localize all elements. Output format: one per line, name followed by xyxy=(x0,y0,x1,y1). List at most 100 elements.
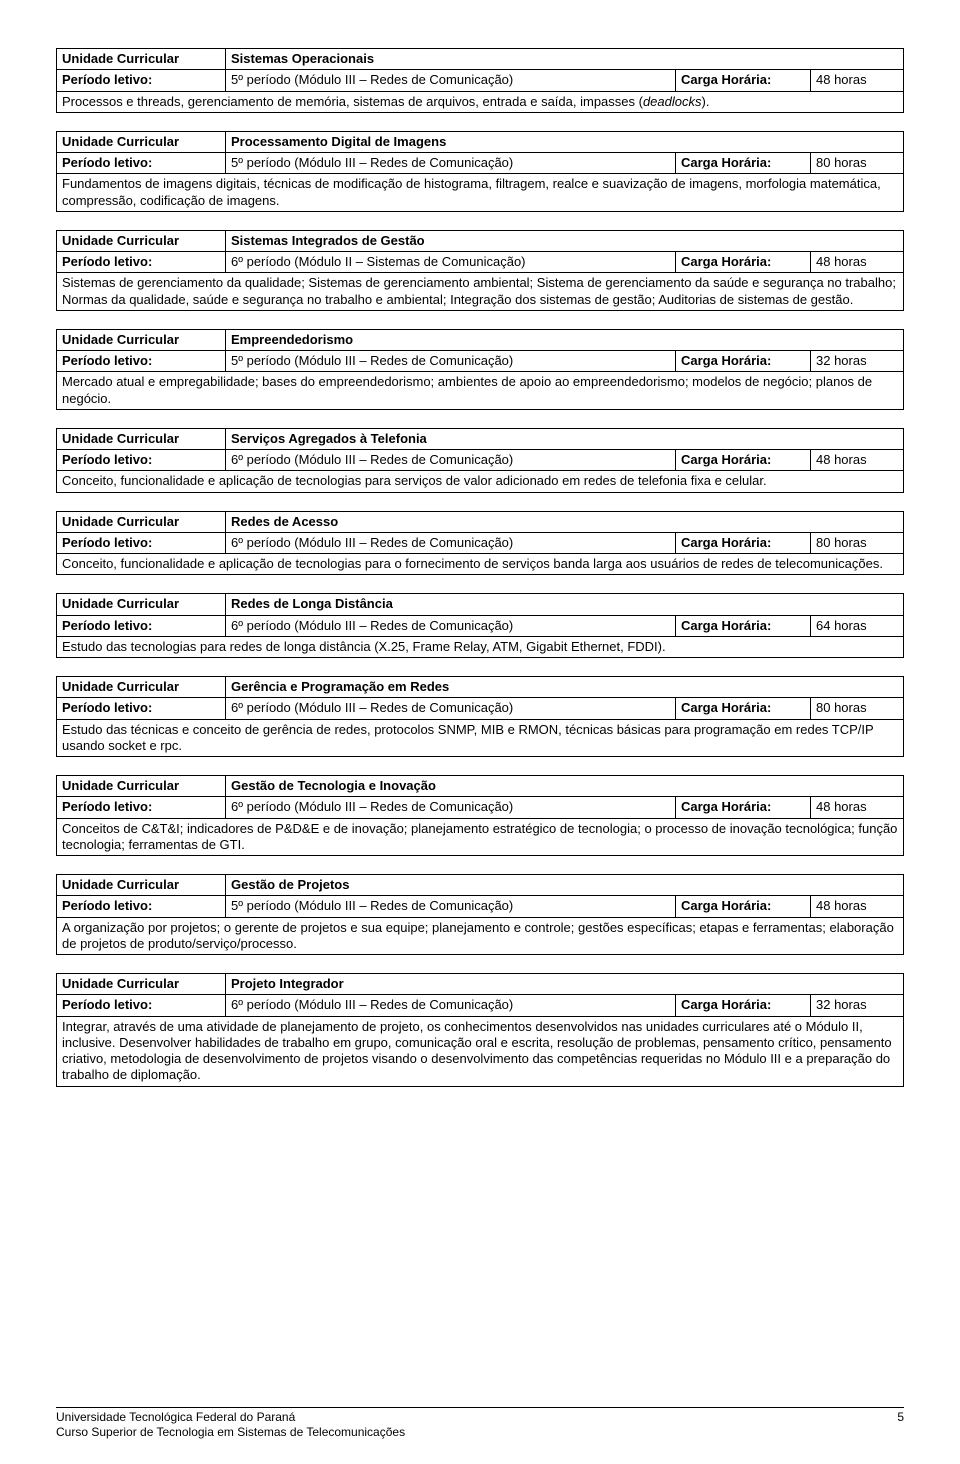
unit-title: Gerência e Programação em Redes xyxy=(226,677,904,698)
unit-block: Unidade CurricularSistemas Integrados de… xyxy=(56,230,904,311)
carga-value: 32 horas xyxy=(811,995,904,1016)
carga-value: 80 horas xyxy=(811,698,904,719)
units-container: Unidade CurricularSistemas OperacionaisP… xyxy=(56,48,904,1087)
periodo-label: Período letivo: xyxy=(57,450,226,471)
periodo-value: 5º período (Módulo III – Redes de Comuni… xyxy=(226,351,676,372)
unit-table: Unidade CurricularEmpreendedorismoPeríod… xyxy=(56,329,904,410)
periodo-value: 5º período (Módulo III – Redes de Comuni… xyxy=(226,153,676,174)
unidade-label: Unidade Curricular xyxy=(57,677,226,698)
periodo-value: 6º período (Módulo III – Redes de Comuni… xyxy=(226,797,676,818)
page-number: 5 xyxy=(897,1410,904,1440)
carga-value: 48 horas xyxy=(811,896,904,917)
unit-block: Unidade CurricularEmpreendedorismoPeríod… xyxy=(56,329,904,410)
carga-value: 64 horas xyxy=(811,615,904,636)
carga-label: Carga Horária: xyxy=(676,995,811,1016)
periodo-value: 5º período (Módulo III – Redes de Comuni… xyxy=(226,70,676,91)
carga-label: Carga Horária: xyxy=(676,797,811,818)
carga-label: Carga Horária: xyxy=(676,896,811,917)
unit-description: Sistemas de gerenciamento da qualidade; … xyxy=(57,273,904,311)
unit-title: Processamento Digital de Imagens xyxy=(226,131,904,152)
unit-title: Serviços Agregados à Telefonia xyxy=(226,428,904,449)
carga-label: Carga Horária: xyxy=(676,450,811,471)
carga-value: 32 horas xyxy=(811,351,904,372)
unit-table: Unidade CurricularGerência e Programação… xyxy=(56,676,904,757)
unidade-label: Unidade Curricular xyxy=(57,230,226,251)
unit-description: Estudo das tecnologias para redes de lon… xyxy=(57,636,904,657)
periodo-value: 6º período (Módulo III – Redes de Comuni… xyxy=(226,450,676,471)
unit-description: Processos e threads, gerenciamento de me… xyxy=(57,91,904,112)
unidade-label: Unidade Curricular xyxy=(57,49,226,70)
carga-value: 80 horas xyxy=(811,532,904,553)
unidade-label: Unidade Curricular xyxy=(57,776,226,797)
periodo-label: Período letivo: xyxy=(57,153,226,174)
unit-title: Empreendedorismo xyxy=(226,329,904,350)
unidade-label: Unidade Curricular xyxy=(57,131,226,152)
unit-block: Unidade CurricularGestão de Tecnologia e… xyxy=(56,775,904,856)
unit-table: Unidade CurricularRedes de AcessoPeríodo… xyxy=(56,511,904,576)
periodo-label: Período letivo: xyxy=(57,70,226,91)
unit-block: Unidade CurricularProjeto IntegradorPerí… xyxy=(56,973,904,1087)
unit-block: Unidade CurricularRedes de Longa Distânc… xyxy=(56,593,904,658)
unit-description: Mercado atual e empregabilidade; bases d… xyxy=(57,372,904,410)
periodo-value: 6º período (Módulo III – Redes de Comuni… xyxy=(226,698,676,719)
carga-value: 48 horas xyxy=(811,252,904,273)
unit-table: Unidade CurricularServiços Agregados à T… xyxy=(56,428,904,493)
unidade-label: Unidade Curricular xyxy=(57,428,226,449)
unidade-label: Unidade Curricular xyxy=(57,974,226,995)
footer-line1: Universidade Tecnológica Federal do Para… xyxy=(56,1410,405,1425)
carga-label: Carga Horária: xyxy=(676,70,811,91)
unidade-label: Unidade Curricular xyxy=(57,875,226,896)
unit-description: Conceito, funcionalidade e aplicação de … xyxy=(57,471,904,492)
unit-title: Sistemas Integrados de Gestão xyxy=(226,230,904,251)
unit-block: Unidade CurricularRedes de AcessoPeríodo… xyxy=(56,511,904,576)
periodo-label: Período letivo: xyxy=(57,797,226,818)
carga-label: Carga Horária: xyxy=(676,351,811,372)
carga-label: Carga Horária: xyxy=(676,252,811,273)
unit-description: Conceitos de C&T&I; indicadores de P&D&E… xyxy=(57,818,904,856)
periodo-label: Período letivo: xyxy=(57,615,226,636)
unit-description: A organização por projetos; o gerente de… xyxy=(57,917,904,955)
unit-table: Unidade CurricularSistemas OperacionaisP… xyxy=(56,48,904,113)
unit-table: Unidade CurricularRedes de Longa Distânc… xyxy=(56,593,904,658)
unit-block: Unidade CurricularServiços Agregados à T… xyxy=(56,428,904,493)
carga-value: 48 horas xyxy=(811,450,904,471)
unit-description: Integrar, através de uma atividade de pl… xyxy=(57,1016,904,1086)
unit-title: Gestão de Projetos xyxy=(226,875,904,896)
periodo-label: Período letivo: xyxy=(57,252,226,273)
carga-value: 48 horas xyxy=(811,70,904,91)
unit-block: Unidade CurricularGestão de ProjetosPerí… xyxy=(56,874,904,955)
unit-table: Unidade CurricularProcessamento Digital … xyxy=(56,131,904,212)
carga-label: Carga Horária: xyxy=(676,698,811,719)
unit-block: Unidade CurricularProcessamento Digital … xyxy=(56,131,904,212)
periodo-value: 6º período (Módulo III – Redes de Comuni… xyxy=(226,615,676,636)
unidade-label: Unidade Curricular xyxy=(57,511,226,532)
unit-table: Unidade CurricularGestão de Tecnologia e… xyxy=(56,775,904,856)
periodo-label: Período letivo: xyxy=(57,995,226,1016)
unit-title: Redes de Longa Distância xyxy=(226,594,904,615)
unit-description: Conceito, funcionalidade e aplicação de … xyxy=(57,554,904,575)
unit-block: Unidade CurricularSistemas OperacionaisP… xyxy=(56,48,904,113)
unit-title: Sistemas Operacionais xyxy=(226,49,904,70)
periodo-value: 6º período (Módulo III – Redes de Comuni… xyxy=(226,995,676,1016)
unit-table: Unidade CurricularProjeto IntegradorPerí… xyxy=(56,973,904,1087)
unit-title: Gestão de Tecnologia e Inovação xyxy=(226,776,904,797)
unidade-label: Unidade Curricular xyxy=(57,594,226,615)
unidade-label: Unidade Curricular xyxy=(57,329,226,350)
unit-table: Unidade CurricularSistemas Integrados de… xyxy=(56,230,904,311)
periodo-label: Período letivo: xyxy=(57,351,226,372)
unit-description: Estudo das técnicas e conceito de gerênc… xyxy=(57,719,904,757)
carga-label: Carga Horária: xyxy=(676,532,811,553)
periodo-label: Período letivo: xyxy=(57,896,226,917)
periodo-label: Período letivo: xyxy=(57,698,226,719)
unit-title: Redes de Acesso xyxy=(226,511,904,532)
unit-block: Unidade CurricularGerência e Programação… xyxy=(56,676,904,757)
carga-value: 80 horas xyxy=(811,153,904,174)
unit-title: Projeto Integrador xyxy=(226,974,904,995)
carga-value: 48 horas xyxy=(811,797,904,818)
unit-description: Fundamentos de imagens digitais, técnica… xyxy=(57,174,904,212)
footer-line2: Curso Superior de Tecnologia em Sistemas… xyxy=(56,1425,405,1440)
carga-label: Carga Horária: xyxy=(676,615,811,636)
periodo-value: 5º período (Módulo III – Redes de Comuni… xyxy=(226,896,676,917)
periodo-value: 6º período (Módulo II – Sistemas de Comu… xyxy=(226,252,676,273)
periodo-label: Período letivo: xyxy=(57,532,226,553)
